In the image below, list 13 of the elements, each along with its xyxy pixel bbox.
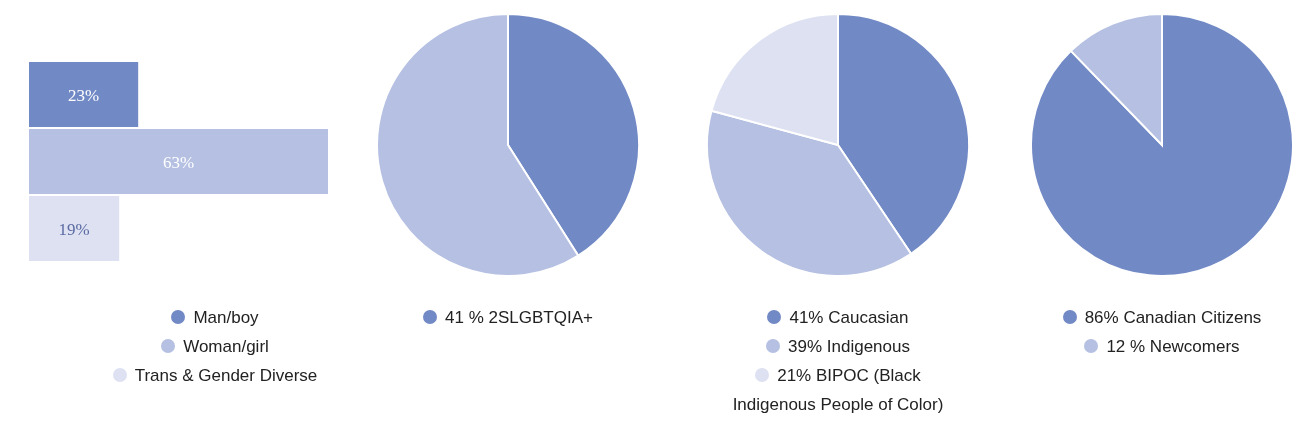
legend-label: 41% Caucasian (789, 308, 909, 327)
legend-label: 41 % 2SLGBTQIA+ (445, 308, 593, 327)
data-label: 19% (58, 219, 90, 239)
legend-label: 86% Canadian Citizens (1084, 308, 1262, 327)
pie-slice (1030, 13, 1294, 277)
data-label: 23% (67, 85, 100, 105)
data-label: 63% (162, 152, 195, 172)
legend-label: Trans & Gender Diverse (134, 366, 318, 385)
legend-label: 12 % Newcomers (1106, 337, 1240, 356)
legend-label: 39% Indigenous (788, 337, 910, 356)
legend-label: Man/boy (193, 308, 259, 327)
legend-label: Woman/girl (183, 337, 269, 356)
legend-label: 21% BIPOC (Black Indigenous People of Color) (732, 366, 944, 414)
